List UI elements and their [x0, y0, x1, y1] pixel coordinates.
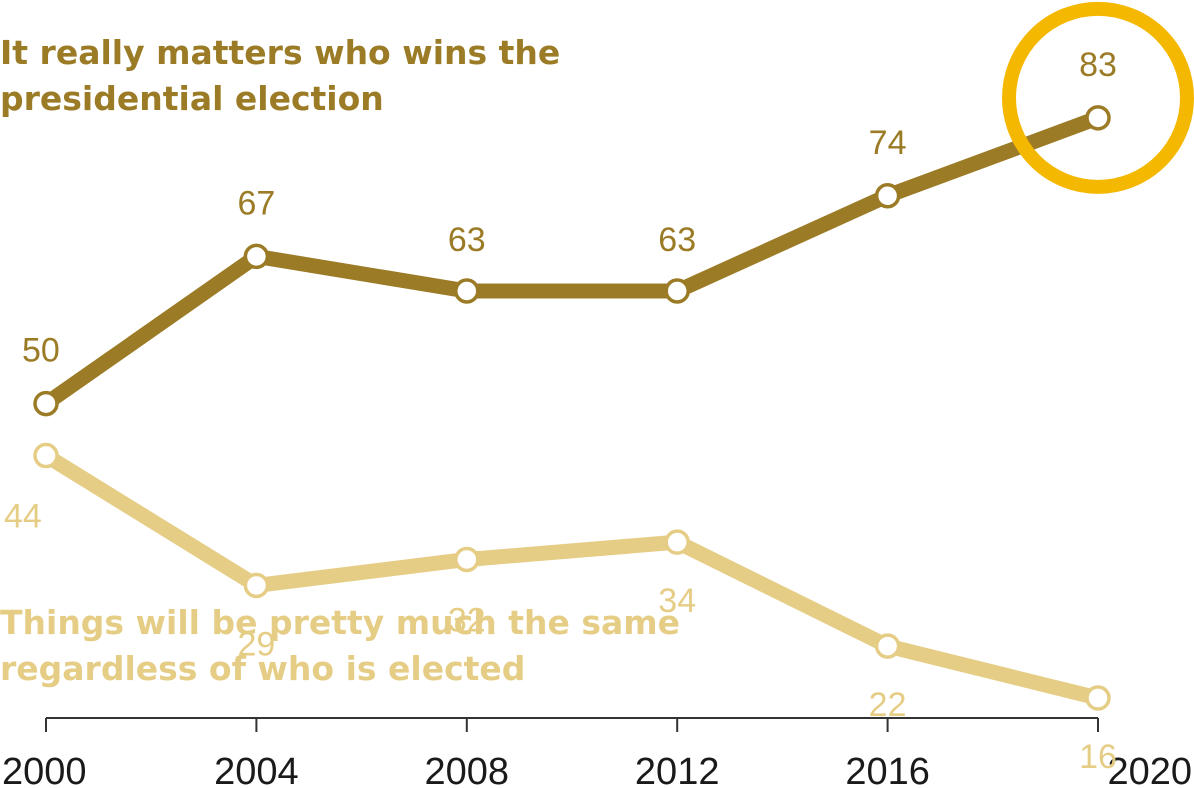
data-point	[243, 572, 270, 599]
series-label-same-line-1: Things will be pretty much the same	[0, 603, 681, 642]
series-line-0	[38, 110, 1106, 412]
data-point	[33, 442, 59, 469]
data-point	[1085, 685, 1111, 711]
data-label: 44	[4, 498, 42, 536]
data-label: 74	[869, 124, 907, 162]
data-label: 50	[22, 332, 60, 370]
data-labels: 50 67 63 63 74 83 44 29 32 34 22 16	[4, 46, 1117, 776]
series-label-same: Things will be pretty much the same rega…	[0, 600, 680, 692]
data-label: 22	[869, 686, 907, 724]
x-tick-label: 2004	[214, 751, 299, 788]
data-label: 63	[658, 221, 696, 259]
x-tick-label: 2020	[1107, 751, 1192, 788]
data-point	[243, 243, 270, 270]
data-point	[874, 183, 901, 209]
data-point	[33, 390, 59, 417]
series-label-matters: It really matters who wins the president…	[0, 30, 560, 122]
series-lines	[38, 110, 1106, 706]
data-point	[664, 278, 690, 304]
data-label: 63	[448, 221, 486, 259]
series-label-matters-line-1: It really matters who wins the	[0, 33, 561, 72]
data-label: 83	[1079, 46, 1117, 84]
x-tick-label: 2000	[2, 751, 87, 788]
data-point	[664, 529, 690, 555]
data-point	[1085, 105, 1111, 131]
x-tick-label: 2012	[635, 751, 720, 788]
x-tick-label: 2008	[425, 751, 510, 788]
data-label: 67	[237, 184, 275, 222]
data-label: 34	[658, 582, 696, 620]
series-label-same-line-2: regardless of who is elected	[0, 649, 526, 688]
data-point	[454, 546, 480, 573]
series-line-1	[38, 448, 1106, 706]
x-tick-label: 2016	[845, 751, 930, 788]
data-point	[874, 633, 901, 659]
data-label: 32	[448, 601, 486, 639]
data-point	[454, 278, 480, 304]
data-label: 29	[237, 625, 275, 663]
data-label: 16	[1079, 738, 1117, 776]
highlight-ring	[1002, 1, 1194, 194]
highlight	[1002, 1, 1194, 194]
x-axis: 2000 2004 2008 2012 2016 2020	[2, 717, 1192, 788]
series-points	[33, 105, 1111, 711]
series-label-matters-line-2: presidential election	[0, 79, 384, 118]
